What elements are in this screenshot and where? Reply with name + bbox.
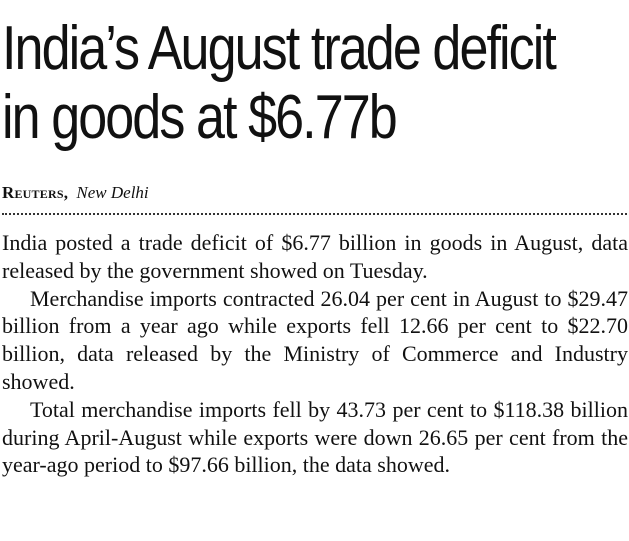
byline-agency: Reuters, [2,183,69,202]
article-paragraph-1: India posted a trade deficit of $6.77 bi… [2,230,628,283]
article-body: India posted a trade deficit of $6.77 bi… [2,229,628,479]
dotted-divider [2,213,627,215]
article-paragraph-2: Merchandise imports contracted 26.04 per… [2,285,628,394]
headline-line-2: in goods at $6.77b [2,83,398,152]
article-paragraph-3: Total merchandise imports fell by 43.73 … [2,396,628,478]
byline-location: New Delhi [76,183,149,202]
headline-line-1: India’s August trade deficit [2,14,557,83]
headline: India’s August trade deficit in goods at… [2,14,557,152]
byline: Reuters, New Delhi [2,182,149,204]
